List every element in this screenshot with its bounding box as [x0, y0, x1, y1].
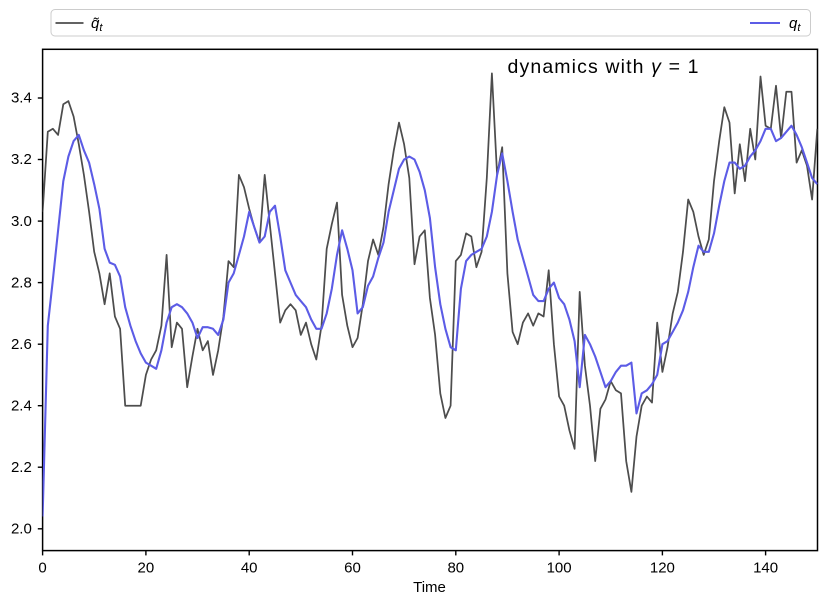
svg-text:2.6: 2.6: [11, 336, 32, 353]
svg-text:2.8: 2.8: [11, 274, 32, 291]
svg-text:40: 40: [241, 559, 258, 576]
svg-text:80: 80: [447, 559, 464, 576]
svg-text:3.0: 3.0: [11, 213, 32, 230]
svg-text:140: 140: [753, 559, 778, 576]
svg-text:Time: Time: [413, 579, 446, 596]
svg-text:0: 0: [38, 559, 46, 576]
svg-text:3.2: 3.2: [11, 151, 32, 168]
svg-text:2.2: 2.2: [11, 459, 32, 476]
svg-text:120: 120: [650, 559, 675, 576]
svg-text:dynamics with γ = 1: dynamics with γ = 1: [508, 56, 699, 78]
svg-text:60: 60: [344, 559, 361, 576]
svg-text:20: 20: [138, 559, 155, 576]
svg-text:2.0: 2.0: [11, 521, 32, 538]
svg-text:2.4: 2.4: [11, 397, 32, 414]
svg-text:3.4: 3.4: [11, 90, 32, 107]
svg-text:100: 100: [547, 559, 572, 576]
